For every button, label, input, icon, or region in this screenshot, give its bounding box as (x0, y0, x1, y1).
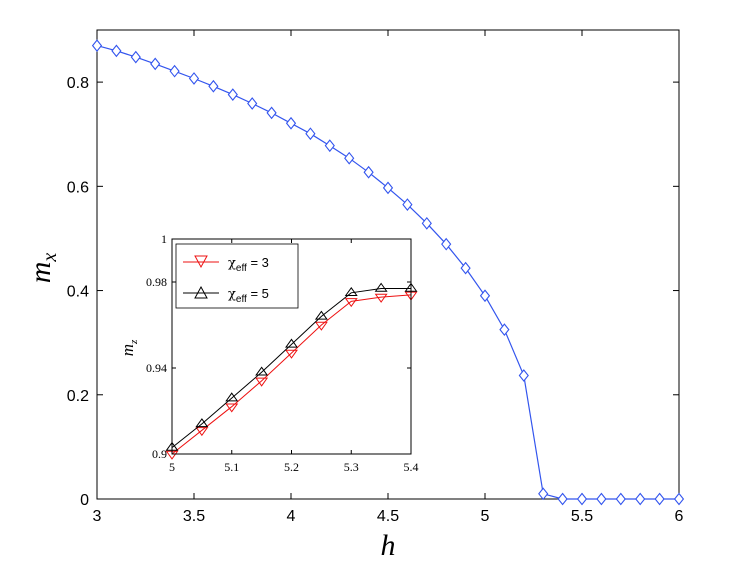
inset-y-axis-label-base: m (118, 344, 137, 356)
inset-y-tick-label: 1 (161, 232, 167, 246)
inset-data-point-1 (285, 338, 298, 348)
inset-data-point-0 (314, 321, 328, 331)
legend-label-0-subscript: eff (236, 263, 247, 274)
data-point (247, 97, 258, 110)
inset-x-tick-label: 5.1 (224, 460, 239, 474)
legend-label-1-suffix: = 5 (247, 286, 269, 301)
svg-text:mx: mx (24, 253, 61, 284)
inset-series-line-1 (171, 288, 411, 448)
inset-plot-frame (171, 238, 412, 455)
svg-text:mz: mz (118, 339, 140, 356)
data-point (557, 492, 568, 506)
data-point (596, 492, 607, 506)
main-series-markers (91, 39, 685, 506)
legend-entry-1: χeff = 5 (183, 285, 269, 305)
data-point (441, 237, 452, 251)
inset-data-point-1 (314, 310, 328, 320)
data-point (460, 261, 471, 275)
inset-y-tick-label: 0.9 (152, 447, 167, 461)
legend-label-1-base: χ (228, 287, 236, 302)
inset-legend: χeff = 3 χeff = 5 (175, 243, 299, 309)
data-point (305, 127, 316, 141)
inset-data-point-0 (195, 427, 209, 437)
data-point (130, 50, 141, 64)
inset-data-point-0 (374, 293, 388, 303)
data-point (363, 165, 374, 179)
data-point (91, 39, 103, 53)
svg-text:χeff = 3: χeff = 3 (228, 255, 269, 274)
data-point (673, 492, 685, 506)
legend-label-0-suffix: = 3 (247, 255, 269, 270)
x-tick-label: 3.5 (183, 508, 205, 525)
y-tick-label: 0.8 (67, 75, 89, 92)
inset-x-tick-label: 5 (169, 460, 175, 474)
data-point (499, 323, 510, 337)
data-point (324, 139, 335, 153)
inset-y-axis-label-subscript: z (128, 339, 140, 345)
main-plot: 3 3.5 4 4.5 5 5.5 600.20.40.60.8 h mx (24, 29, 685, 562)
inset-data-point-1 (195, 418, 209, 428)
x-tick-label: 5 (481, 508, 490, 525)
x-tick-label: 3 (93, 508, 102, 525)
y-tick-label: 0.6 (67, 179, 89, 196)
data-point (169, 64, 180, 78)
x-tick-label: 4 (287, 508, 296, 525)
inset-plot: 5 5.1 5.2 5.3 5.40.90.940.981 mz χeff = 3 χe… (118, 232, 419, 474)
legend-marker-0 (194, 255, 208, 269)
legend-label-0-base: χ (228, 256, 236, 271)
inset-data-point-1 (374, 282, 388, 292)
x-tick-label: 5.5 (571, 508, 593, 525)
data-point (615, 492, 626, 506)
inset-ticks: 5 5.1 5.2 5.3 5.4 0.9 0.94 0.98 1 (146, 232, 419, 474)
svg-text:χeff = 5: χeff = 5 (228, 286, 269, 305)
inset-series-line-0 (171, 294, 412, 455)
inset-data-point-0 (225, 403, 239, 413)
data-point (227, 88, 238, 101)
y-tick-label: 0 (80, 492, 89, 509)
data-point (538, 487, 549, 501)
inset-x-tick-label: 5.2 (284, 460, 299, 474)
data-point (188, 72, 200, 85)
data-point (266, 106, 277, 120)
data-point (382, 181, 394, 195)
y-tick-label: 0.2 (67, 388, 89, 405)
y-axis-label: mx (24, 253, 61, 284)
legend-label-1-subscript: eff (236, 294, 247, 305)
x-axis-label: h (381, 529, 396, 562)
data-point (576, 492, 588, 506)
x-tick-label: 6 (675, 508, 684, 525)
data-point (654, 492, 665, 506)
legend-marker-1 (194, 285, 208, 299)
data-point (402, 198, 413, 211)
inset-x-tick-label: 5.3 (344, 460, 359, 474)
inset-y-axis-label: mz (118, 339, 140, 356)
x-tick-label: 4.5 (377, 508, 399, 525)
data-point (344, 151, 355, 165)
data-point (635, 492, 646, 506)
inset-y-tick-label: 0.94 (146, 361, 167, 375)
inset-data-point-1 (255, 366, 269, 376)
data-point (150, 57, 161, 71)
data-point (285, 116, 297, 130)
inset-data-point-1 (344, 286, 358, 296)
data-point (518, 369, 529, 382)
y-axis-label-base: m (24, 262, 57, 284)
data-point (111, 44, 122, 58)
inset-data-point-1 (225, 392, 239, 402)
inset-x-tick-label: 5.4 (404, 460, 419, 474)
inset-y-tick-label: 0.98 (146, 275, 167, 289)
inset-data-point-0 (344, 298, 358, 308)
inset-data-point-0 (285, 349, 298, 359)
y-tick-label: 0.4 (67, 284, 89, 301)
inset-data-point-0 (255, 377, 269, 387)
data-point (479, 289, 491, 303)
legend-entry-0: χeff = 3 (183, 255, 269, 274)
legend-box (175, 243, 299, 309)
data-point (421, 216, 432, 230)
y-axis-label-subscript: x (39, 253, 61, 263)
data-point (208, 79, 219, 93)
